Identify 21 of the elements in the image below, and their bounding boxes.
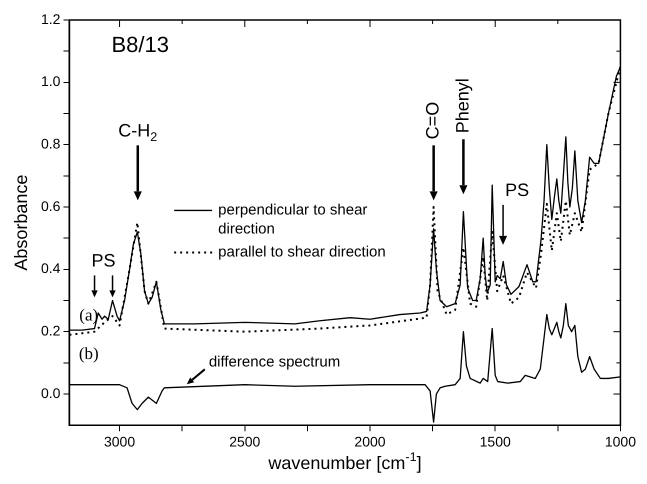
annotation: Phenyl (452, 78, 472, 134)
x-tick-label: 1500 (480, 433, 511, 450)
y-tick-label: 0.2 (40, 322, 61, 339)
annotation: PS (92, 250, 116, 270)
x-tick-label: 2000 (354, 433, 386, 450)
x-tick-label: 3000 (104, 433, 136, 450)
y-tick-label: 1.0 (40, 73, 61, 90)
text: B8/13 (111, 32, 169, 58)
y-axis-title: Absorbance (10, 174, 31, 271)
y-tick-label: 1.2 (40, 10, 61, 27)
x-tick-label: 1000 (604, 433, 636, 450)
legend-label: parallel to shear direction (218, 244, 386, 261)
annotation: (b) (78, 344, 99, 363)
y-tick-label: 0.6 (40, 198, 61, 214)
y-tick-label: 0.0 (40, 384, 61, 401)
y-tick-label: 0.4 (40, 260, 61, 276)
annotation: C=O (422, 102, 443, 140)
x-tick-label: 2500 (229, 433, 261, 450)
annotation: difference spectrum (208, 353, 340, 370)
y-tick-label: 0.8 (40, 136, 61, 152)
annotation: PS (505, 180, 530, 200)
